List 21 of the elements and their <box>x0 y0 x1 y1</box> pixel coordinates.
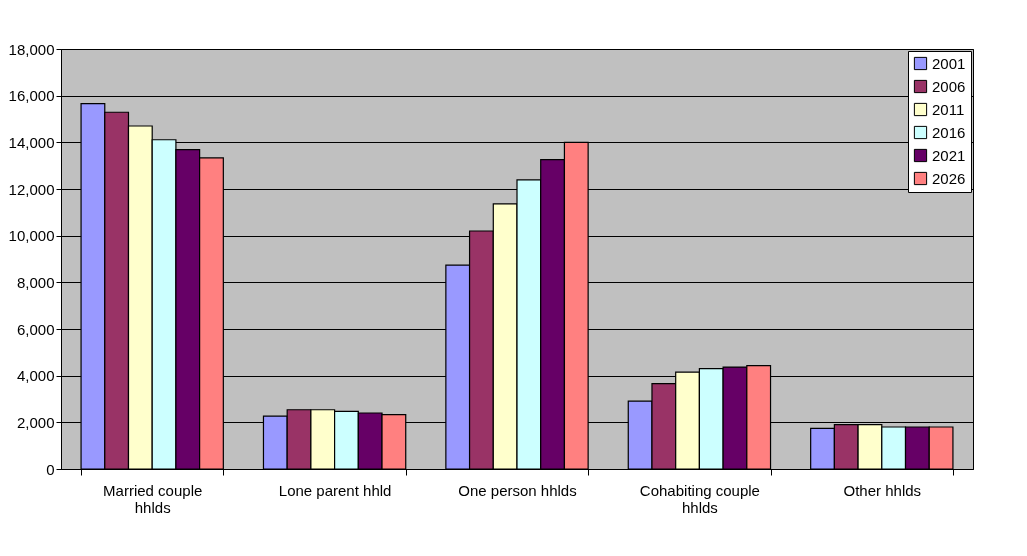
legend-label: 2021 <box>932 146 966 164</box>
x-tick-label: Cohabiting couple hhlds <box>639 481 760 516</box>
y-tick-label: 4,000 <box>16 367 55 385</box>
y-tick-label: 18,000 <box>8 40 55 58</box>
y-tick-label: 16,000 <box>8 87 55 105</box>
y-tick-label: 8,000 <box>16 273 55 291</box>
x-tick-label: Other hhlds <box>843 481 922 499</box>
y-tick-label: 6,000 <box>16 320 55 338</box>
legend-label: 2016 <box>932 123 966 141</box>
y-tick-label: 12,000 <box>8 180 55 198</box>
y-tick-label: 14,000 <box>8 133 55 151</box>
legend-label: 2001 <box>932 54 966 72</box>
legend-label: 2006 <box>932 77 966 95</box>
y-tick-label: 0 <box>46 460 55 478</box>
y-tick-label: 10,000 <box>8 227 55 245</box>
legend-label: 2011 <box>932 100 965 118</box>
y-tick-label: 2,000 <box>16 413 55 431</box>
x-tick-label: One person hhlds <box>458 481 577 499</box>
x-tick-label: Married couple hhlds <box>103 481 203 516</box>
legend-label: 2026 <box>932 169 966 187</box>
x-tick-label: Lone parent hhld <box>278 481 392 499</box>
